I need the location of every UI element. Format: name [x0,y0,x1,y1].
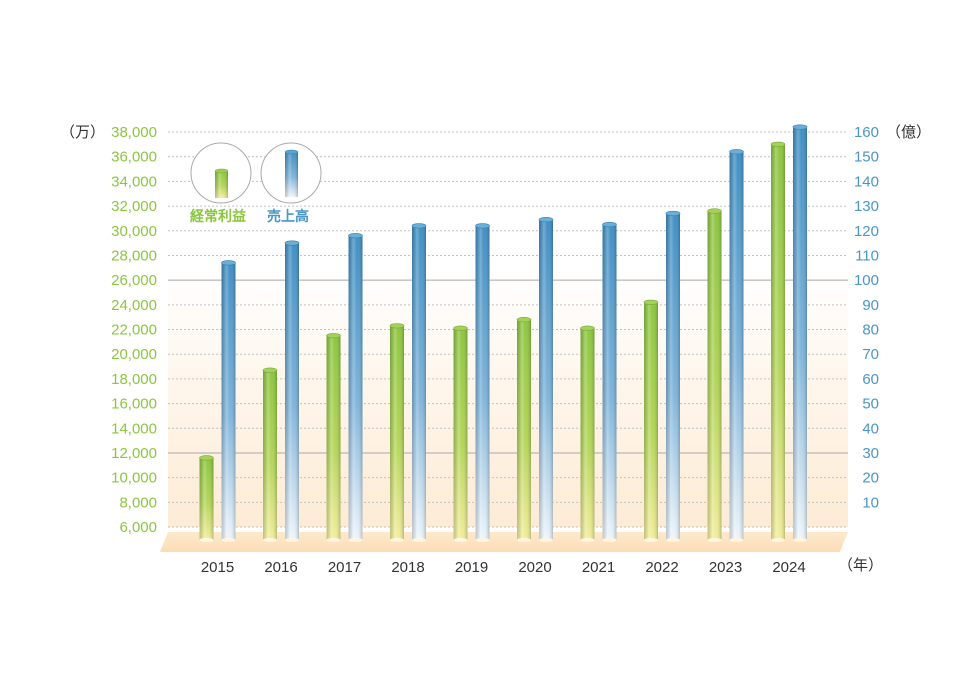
left-tick-label: 10,000 [111,470,157,487]
right-tick-label: 90 [862,297,879,314]
bar-profit [580,325,595,542]
left-tick-label: 18,000 [111,371,157,388]
left-tick-label: 24,000 [111,297,157,314]
right-tick-label: 150 [854,149,879,166]
bar-sales [284,240,300,542]
right-tick-label: 30 [862,445,879,462]
right-tick-label: 110 [855,247,879,264]
x-tick-label: 2017 [328,559,361,576]
x-tick-label: 2019 [455,559,488,576]
right-tick-label: 130 [854,198,879,215]
bar-profit [707,208,722,542]
left-tick-label: 36,000 [111,149,157,166]
left-tick-label: 38,000 [111,124,157,141]
left-axis-unit: （万） [60,124,105,141]
right-tick-label: 70 [862,346,879,363]
bars [199,124,808,542]
right-tick-label: 40 [862,420,879,437]
right-tick-label: 60 [862,371,879,388]
legend-swatch-sales [284,149,299,197]
right-tick-label: 100 [854,272,879,289]
left-tick-label: 12,000 [111,445,157,462]
legend: 経常利益 売上高 [190,142,322,224]
legend-label-sales: 売上高 [267,208,309,224]
legend-label-profit: 経常利益 [190,208,246,224]
left-tick-label: 20,000 [111,346,157,363]
left-tick-label: 8,000 [119,494,157,511]
left-tick-label: 22,000 [111,322,157,339]
x-tick-label: 2023 [709,559,742,576]
bar-sales [411,223,427,542]
bar-profit [453,325,468,542]
right-tick-label: 50 [862,396,879,413]
right-tick-label: 120 [854,223,879,240]
bar-profit [516,317,532,542]
bar-sales [348,233,363,542]
x-axis-ticks: 2015 2016 2017 2018 2019 2020 2021 2022 2023 2024 [201,559,806,576]
bar-sales [665,210,681,542]
bar-profit [262,367,278,542]
right-tick-label: 160 [854,124,879,141]
left-tick-label: 16,000 [111,396,157,413]
x-tick-label: 2016 [264,559,297,576]
left-tick-label: 30,000 [111,223,157,240]
x-axis-unit: （年） [838,557,883,574]
x-tick-label: 2024 [772,559,805,576]
left-tick-label: 34,000 [111,173,157,190]
bar-profit [643,299,659,542]
left-tick-label: 26,000 [111,272,157,289]
x-tick-label: 2015 [201,559,234,576]
legend-swatch-profit [214,168,229,198]
bar-sales [538,217,554,542]
right-axis-ticks: 10 20 30 40 50 60 70 80 90 100 110 120 130 140 150 160 [854,124,879,511]
bar-sales [792,124,808,542]
x-tick-label: 2018 [391,559,424,576]
bar-profit [199,455,214,542]
x-tick-label: 2021 [582,559,615,576]
right-tick-label: 80 [862,322,879,339]
bar-sales [475,223,490,542]
bar-sales [729,149,744,542]
right-tick-label: 10 [862,494,879,511]
left-axis-ticks: 6,000 8,000 10,000 12,000 14,000 16,000 18,000… [111,124,157,536]
left-tick-label: 14,000 [111,420,157,437]
left-tick-label: 6,000 [119,519,157,536]
bar-profit [389,323,405,542]
bar-profit [770,141,786,542]
x-tick-label: 2022 [645,559,678,576]
right-axis-unit: （億） [886,124,931,141]
bar-sales [602,221,617,542]
bar-profit [326,333,341,542]
x-tick-label: 2020 [518,559,551,576]
left-tick-label: 32,000 [111,198,157,215]
right-tick-label: 140 [854,173,879,190]
bar-sales [221,260,236,542]
right-tick-label: 20 [862,470,879,487]
left-tick-label: 28,000 [111,247,157,264]
